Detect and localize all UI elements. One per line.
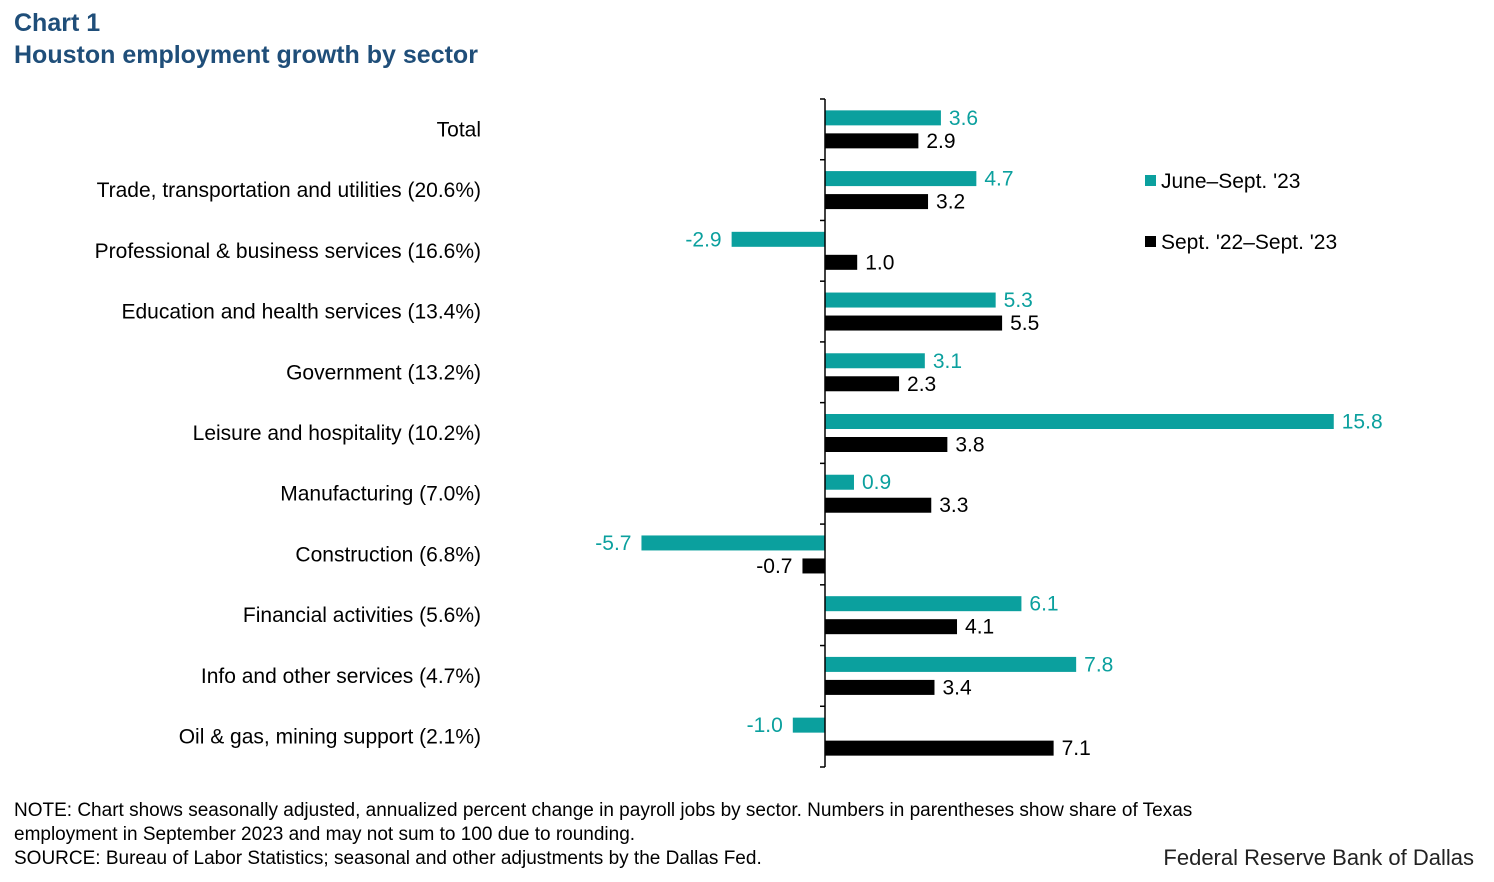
legend-label: Sept. '22–Sept. '23 — [1161, 231, 1337, 254]
data-label: 3.6 — [949, 107, 978, 130]
bar-june-sept-23 — [731, 231, 825, 247]
bar-june-sept-23 — [792, 717, 825, 733]
category-label: Professional & business services (16.6%) — [95, 240, 481, 263]
bar-june-sept-23 — [825, 656, 1077, 672]
data-label: 5.3 — [1004, 289, 1033, 312]
data-label: 4.1 — [965, 616, 994, 639]
source-line: SOURCE: Bureau of Labor Statistics; seas… — [14, 848, 762, 869]
data-label: 1.0 — [865, 251, 894, 274]
bar-sept22-sept23 — [825, 376, 900, 392]
bar-chart: Total 3.62.9 Trade, transportation and uti… — [95, 98, 1383, 768]
data-label: 7.1 — [1062, 737, 1091, 760]
category-label: Info and other services (4.7%) — [201, 665, 481, 688]
category-label: Trade, transportation and utilities (20.… — [97, 179, 481, 202]
data-label: 4.7 — [984, 168, 1013, 191]
bar-sept22-sept23 — [825, 194, 929, 210]
bar-sept22-sept23 — [825, 740, 1054, 756]
data-label: 7.8 — [1084, 653, 1113, 676]
category-label: Financial activities (5.6%) — [243, 604, 481, 627]
credit-text: Federal Reserve Bank of Dallas — [1163, 845, 1474, 870]
bar-june-sept-23 — [641, 535, 825, 551]
bar-june-sept-23 — [825, 171, 977, 187]
bar-june-sept-23 — [825, 474, 854, 490]
bar-sept22-sept23 — [825, 619, 958, 635]
data-label: 3.4 — [942, 676, 972, 699]
note-line-2: employment in September 2023 and may not… — [14, 824, 636, 845]
chart-title: Houston employment growth by sector — [14, 41, 478, 69]
bar-june-sept-23 — [825, 596, 1022, 612]
data-label: -5.7 — [595, 532, 631, 555]
data-label: 6.1 — [1029, 593, 1058, 616]
data-label: 3.3 — [939, 494, 968, 517]
data-label: 3.8 — [955, 434, 984, 457]
category-label: Education and health services (13.4%) — [121, 301, 481, 324]
bar-sept22-sept23 — [825, 497, 932, 513]
bar-sept22-sept23 — [802, 558, 825, 574]
category-label: Manufacturing (7.0%) — [280, 483, 481, 506]
data-label: 5.5 — [1010, 312, 1039, 335]
bar-sept22-sept23 — [825, 437, 948, 452]
legend-label: June–Sept. '23 — [1161, 170, 1300, 193]
bar-june-sept-23 — [825, 353, 925, 369]
category-label: Leisure and hospitality (10.2%) — [193, 422, 481, 445]
category-label: Total — [437, 118, 481, 141]
chart-label: Chart 1 — [14, 9, 101, 37]
note-line-1: NOTE: Chart shows seasonally adjusted, a… — [14, 800, 1193, 821]
data-label: 0.9 — [862, 471, 891, 494]
data-label: -1.0 — [747, 714, 783, 737]
bar-sept22-sept23 — [825, 679, 935, 695]
data-label: 3.1 — [933, 350, 962, 373]
bar-june-sept-23 — [825, 292, 996, 308]
legend-swatch — [1145, 236, 1156, 247]
category-label: Government (13.2%) — [286, 361, 481, 384]
category-label: Construction (6.8%) — [295, 543, 481, 566]
data-label: -0.7 — [756, 555, 792, 578]
data-label: 3.2 — [936, 191, 965, 214]
bar-sept22-sept23 — [825, 254, 858, 270]
data-label: 2.9 — [926, 130, 955, 153]
legend-swatch — [1145, 175, 1156, 186]
data-label: -2.9 — [685, 228, 721, 251]
category-label: Oil & gas, mining support (2.1%) — [179, 726, 481, 749]
data-label: 2.3 — [907, 373, 936, 396]
data-label: 15.8 — [1342, 411, 1383, 434]
bar-june-sept-23 — [825, 414, 1334, 429]
bar-sept22-sept23 — [825, 133, 919, 149]
bar-june-sept-23 — [825, 110, 941, 126]
bar-sept22-sept23 — [825, 315, 1003, 331]
